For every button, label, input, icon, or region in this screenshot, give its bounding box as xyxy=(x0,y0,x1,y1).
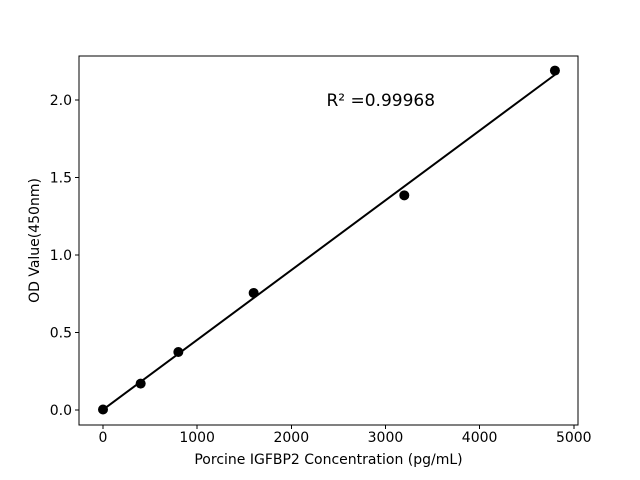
y-tick-label: 1.5 xyxy=(50,171,72,187)
plot-area-border xyxy=(78,55,579,426)
data-point xyxy=(173,347,184,358)
x-tick-label: 1000 xyxy=(179,430,215,446)
data-point xyxy=(399,190,410,201)
y-tick-label: 0.5 xyxy=(50,325,72,341)
y-tick-label: 1.0 xyxy=(50,248,72,264)
x-tick-label: 0 xyxy=(99,430,108,446)
y-tick-label: 0.0 xyxy=(50,403,72,419)
y-tick-label: 2.0 xyxy=(50,93,72,109)
chart-generated-layer: 0 1000 2000 3000 4000 5000 0.0 0.5 1.0 1.5 2.0 xyxy=(50,55,592,446)
data-point xyxy=(549,65,560,76)
data-point xyxy=(135,378,146,389)
y-axis-label: OD Value(450nm) xyxy=(27,178,43,303)
data-point xyxy=(248,287,259,298)
data-point xyxy=(98,404,109,415)
r-squared-annotation: R² =0.99968 xyxy=(326,91,435,111)
x-tick-label: 3000 xyxy=(368,430,404,446)
x-axis-label: Porcine IGFBP2 Concentration (pg/mL) xyxy=(194,452,462,468)
trend-line xyxy=(102,73,556,411)
x-tick-label: 2000 xyxy=(273,430,309,446)
x-tick-label: 4000 xyxy=(462,430,498,446)
x-tick-label: 5000 xyxy=(556,430,592,446)
